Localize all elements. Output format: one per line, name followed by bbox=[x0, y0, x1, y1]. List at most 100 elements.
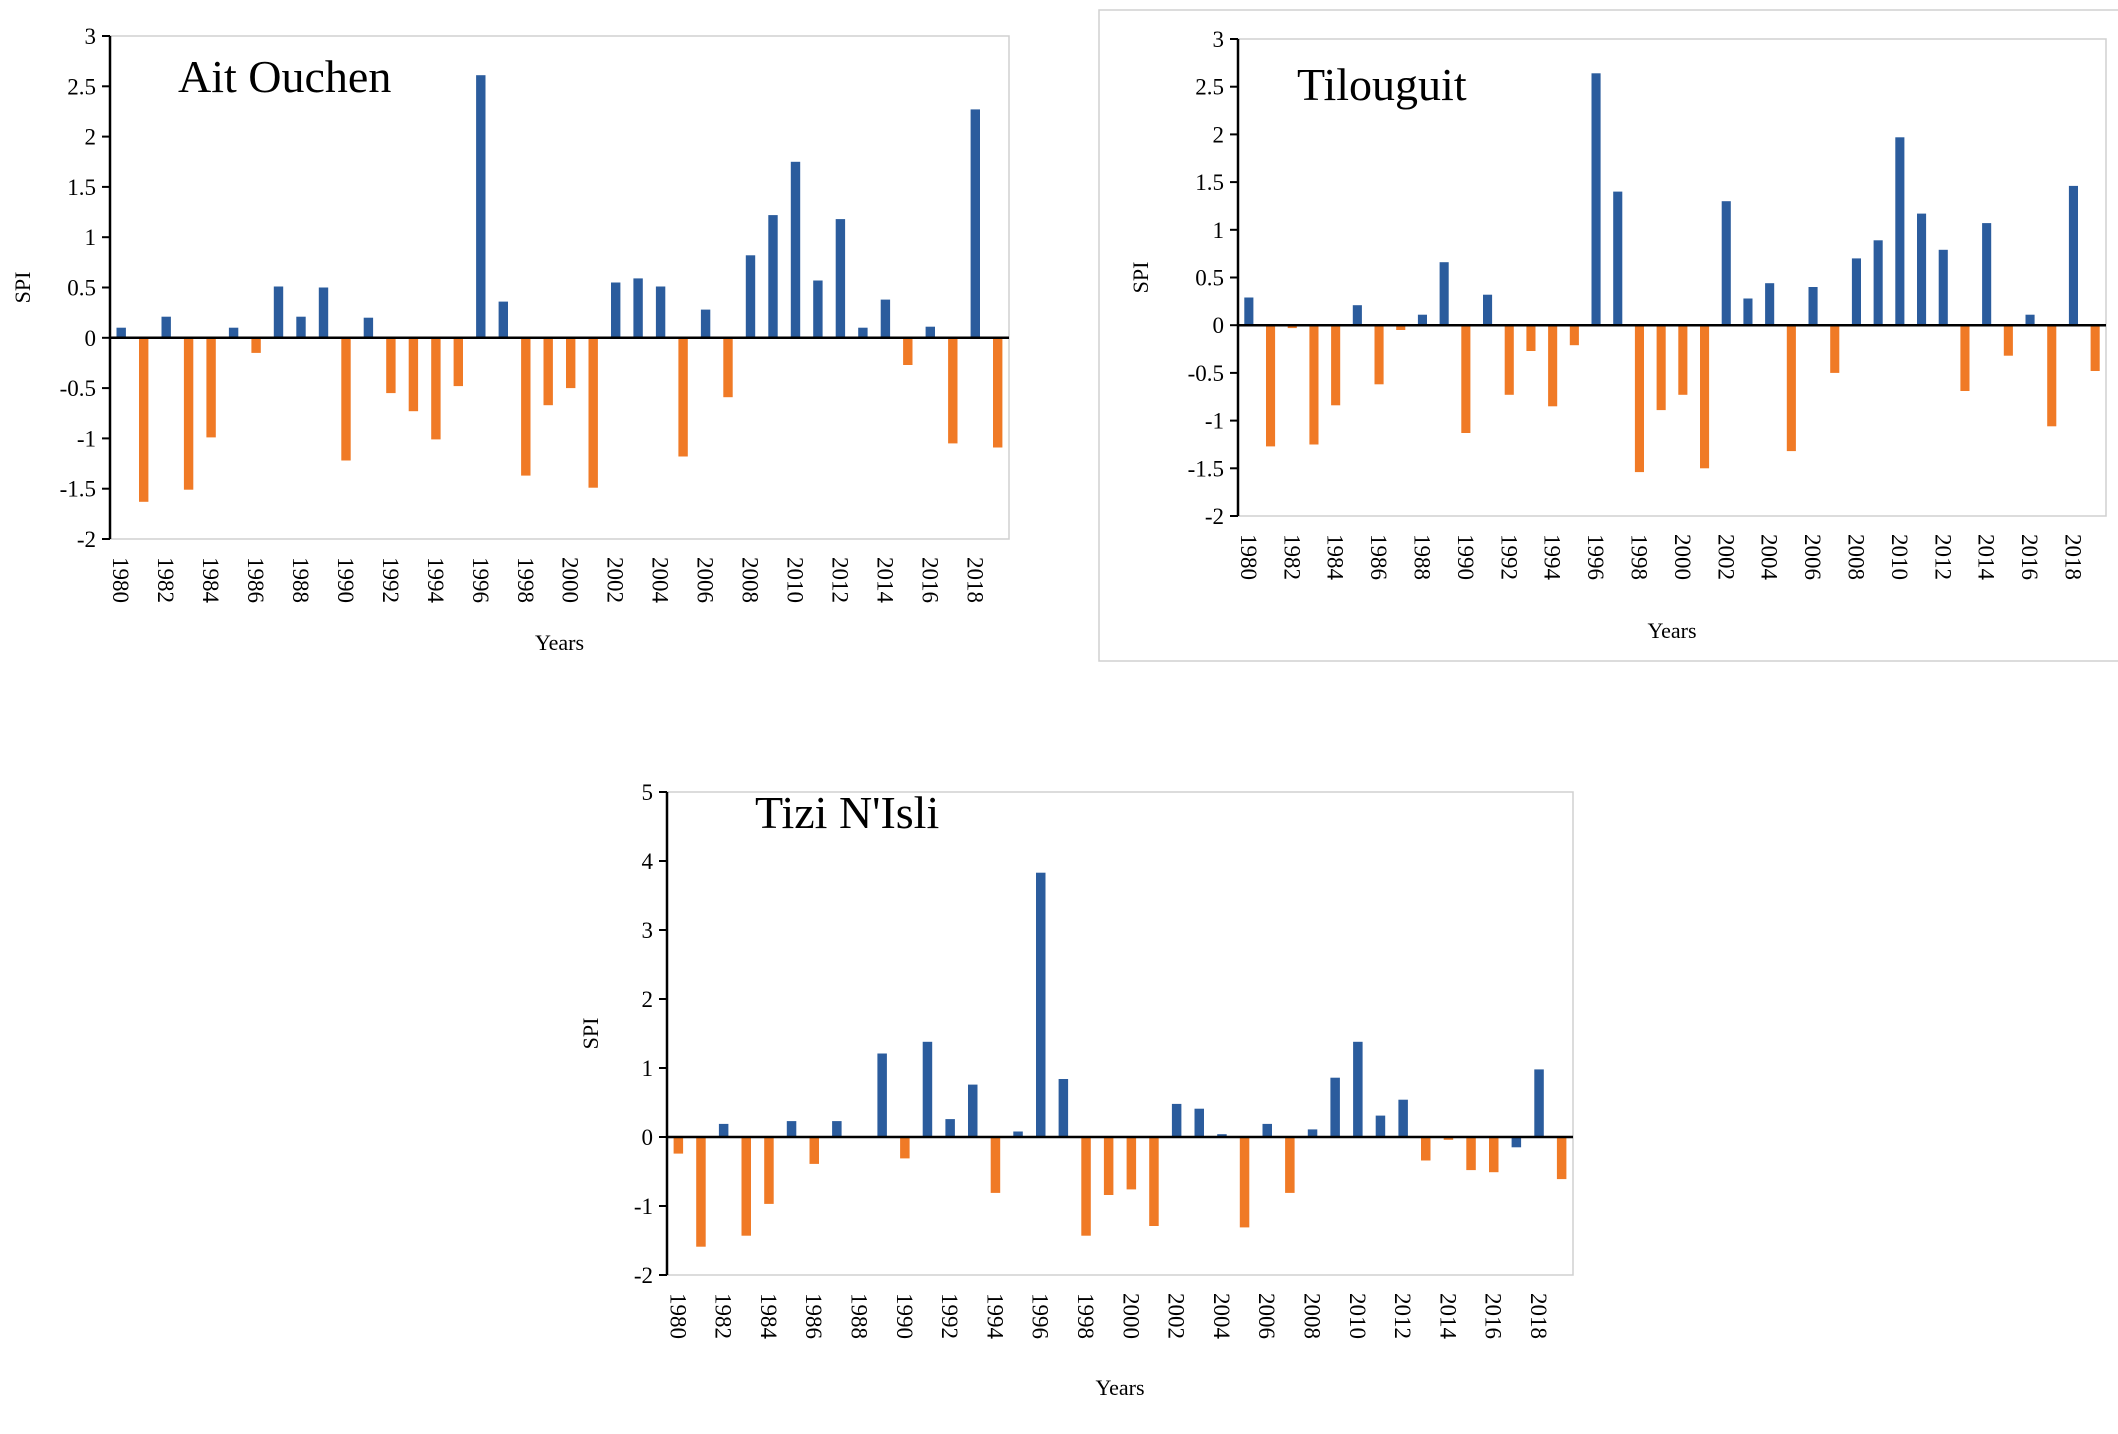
bar-1997 bbox=[1613, 191, 1623, 326]
x-tick-label: 1990 bbox=[892, 1293, 917, 1339]
bar-1992 bbox=[386, 337, 396, 394]
x-tick-label: 1988 bbox=[1409, 534, 1434, 580]
x-tick-label: 1994 bbox=[982, 1293, 1007, 1340]
bar-1992 bbox=[1504, 325, 1514, 395]
bar-2013 bbox=[858, 327, 868, 338]
bar-1980 bbox=[1244, 297, 1254, 326]
x-tick-label: 2008 bbox=[1300, 1293, 1325, 1339]
x-tick-label: 2016 bbox=[2017, 534, 2042, 580]
bar-1988 bbox=[1417, 314, 1427, 326]
bar-2010 bbox=[1895, 137, 1905, 326]
bar-2009 bbox=[1330, 1077, 1340, 1137]
bar-1995 bbox=[453, 337, 463, 387]
bar-1987 bbox=[832, 1121, 842, 1137]
bar-2019 bbox=[993, 337, 1003, 448]
x-tick-label: 1988 bbox=[288, 557, 313, 603]
chart-title: Tizi N'Isli bbox=[755, 787, 939, 838]
bar-2003 bbox=[633, 278, 643, 338]
x-tick-label: 2010 bbox=[1345, 1293, 1370, 1339]
y-tick-label: 0 bbox=[642, 1125, 654, 1150]
bar-2014 bbox=[1982, 223, 1992, 326]
chart-title: Ait Ouchen bbox=[178, 51, 391, 102]
bar-2003 bbox=[1743, 298, 1753, 326]
y-tick-label: -1.5 bbox=[1188, 456, 1224, 481]
bar-1990 bbox=[900, 1137, 910, 1159]
bar-2006 bbox=[700, 309, 711, 338]
chart-tizi-nisli: SPI Years 5 4 3 2 1 0 -1 -2 1980 1982 1984 1986 1988… bbox=[578, 780, 1574, 1400]
bar-1983 bbox=[1309, 325, 1319, 445]
x-tick-label: 1992 bbox=[378, 557, 403, 603]
bar-2017 bbox=[948, 337, 958, 444]
x-tick-label: 2000 bbox=[558, 557, 583, 603]
x-tick-label: 2006 bbox=[693, 557, 718, 603]
bar-2005 bbox=[1786, 325, 1796, 452]
bar-2002 bbox=[611, 282, 621, 338]
y-tick-label: 1.5 bbox=[67, 175, 96, 200]
y-tick-label: -1.5 bbox=[60, 477, 96, 502]
bar-2011 bbox=[1917, 213, 1927, 326]
bar-1984 bbox=[206, 337, 216, 438]
bar-2018 bbox=[970, 109, 980, 338]
bar-2008 bbox=[1851, 258, 1861, 326]
bar-2008 bbox=[745, 255, 756, 338]
x-axis-title: Years bbox=[1095, 1375, 1144, 1400]
bar-2016 bbox=[2025, 314, 2035, 326]
x-tick-label: 1994 bbox=[1540, 534, 1565, 581]
bar-2017 bbox=[2047, 325, 2057, 427]
bar-2005 bbox=[1239, 1137, 1250, 1228]
bar-2012 bbox=[835, 219, 846, 338]
x-tick-label: 2018 bbox=[1526, 1293, 1551, 1339]
bar-1993 bbox=[1526, 325, 1536, 351]
bar-2006 bbox=[1262, 1123, 1272, 1137]
bar-1983 bbox=[183, 337, 194, 490]
y-tick-label: 1 bbox=[642, 1056, 654, 1081]
bar-2009 bbox=[1873, 240, 1883, 326]
x-tick-label: 2008 bbox=[1843, 534, 1868, 580]
x-tick-label: 2014 bbox=[872, 557, 897, 604]
bar-2008 bbox=[1307, 1129, 1318, 1137]
bar-1984 bbox=[764, 1137, 774, 1204]
bar-2017 bbox=[1511, 1137, 1522, 1148]
bar-1990 bbox=[341, 337, 351, 461]
y-tick-label: 0.5 bbox=[1195, 266, 1224, 291]
bar-1996 bbox=[1036, 872, 1046, 1137]
bar-2016 bbox=[1489, 1137, 1499, 1173]
x-tick-label: 2002 bbox=[603, 557, 628, 603]
y-tick-label: 3 bbox=[85, 24, 97, 49]
bar-1986 bbox=[1374, 325, 1384, 385]
y-tick-label: 0 bbox=[1213, 313, 1225, 338]
y-tick-label: -1 bbox=[1205, 409, 1224, 434]
bar-1999 bbox=[1656, 325, 1666, 411]
y-tick-label: 1 bbox=[1213, 218, 1225, 243]
chart-tilouguit: SPI Years 3 2.5 2 1.5 1 0.5 0 -0.5 -1 -1.5 -2 1980 1… bbox=[1128, 27, 2107, 643]
x-tick-label: 2004 bbox=[1209, 1293, 1234, 1340]
bar-1982 bbox=[1287, 325, 1297, 329]
bar-2011 bbox=[813, 280, 823, 338]
bar-1997 bbox=[1058, 1079, 1069, 1137]
bar-2003 bbox=[1194, 1108, 1204, 1137]
bar-1989 bbox=[318, 287, 329, 338]
bar-2001 bbox=[588, 337, 598, 488]
x-tick-label: 2002 bbox=[1164, 1293, 1189, 1339]
bar-2000 bbox=[566, 337, 576, 389]
bar-1985 bbox=[1352, 305, 1362, 326]
bar-2002 bbox=[1171, 1103, 1182, 1137]
y-axis-title: SPI bbox=[578, 1018, 603, 1050]
bar-2004 bbox=[1217, 1134, 1227, 1137]
bar-2001 bbox=[1700, 325, 1710, 469]
bar-1995 bbox=[1013, 1131, 1023, 1137]
plot-area bbox=[1237, 38, 2107, 517]
bar-2005 bbox=[678, 337, 688, 457]
bar-1985 bbox=[786, 1121, 797, 1137]
bar-2009 bbox=[768, 215, 778, 338]
bar-1999 bbox=[1103, 1137, 1114, 1195]
x-axis-title: Years bbox=[1647, 618, 1696, 643]
x-tick-label: 1996 bbox=[1583, 534, 1608, 580]
bar-2010 bbox=[790, 161, 801, 338]
x-tick-label: 1990 bbox=[1453, 534, 1478, 580]
x-tick-label: 2012 bbox=[1930, 534, 1955, 580]
bar-1983 bbox=[741, 1137, 751, 1236]
bar-1982 bbox=[161, 316, 171, 338]
y-tick-label: -0.5 bbox=[60, 376, 96, 401]
